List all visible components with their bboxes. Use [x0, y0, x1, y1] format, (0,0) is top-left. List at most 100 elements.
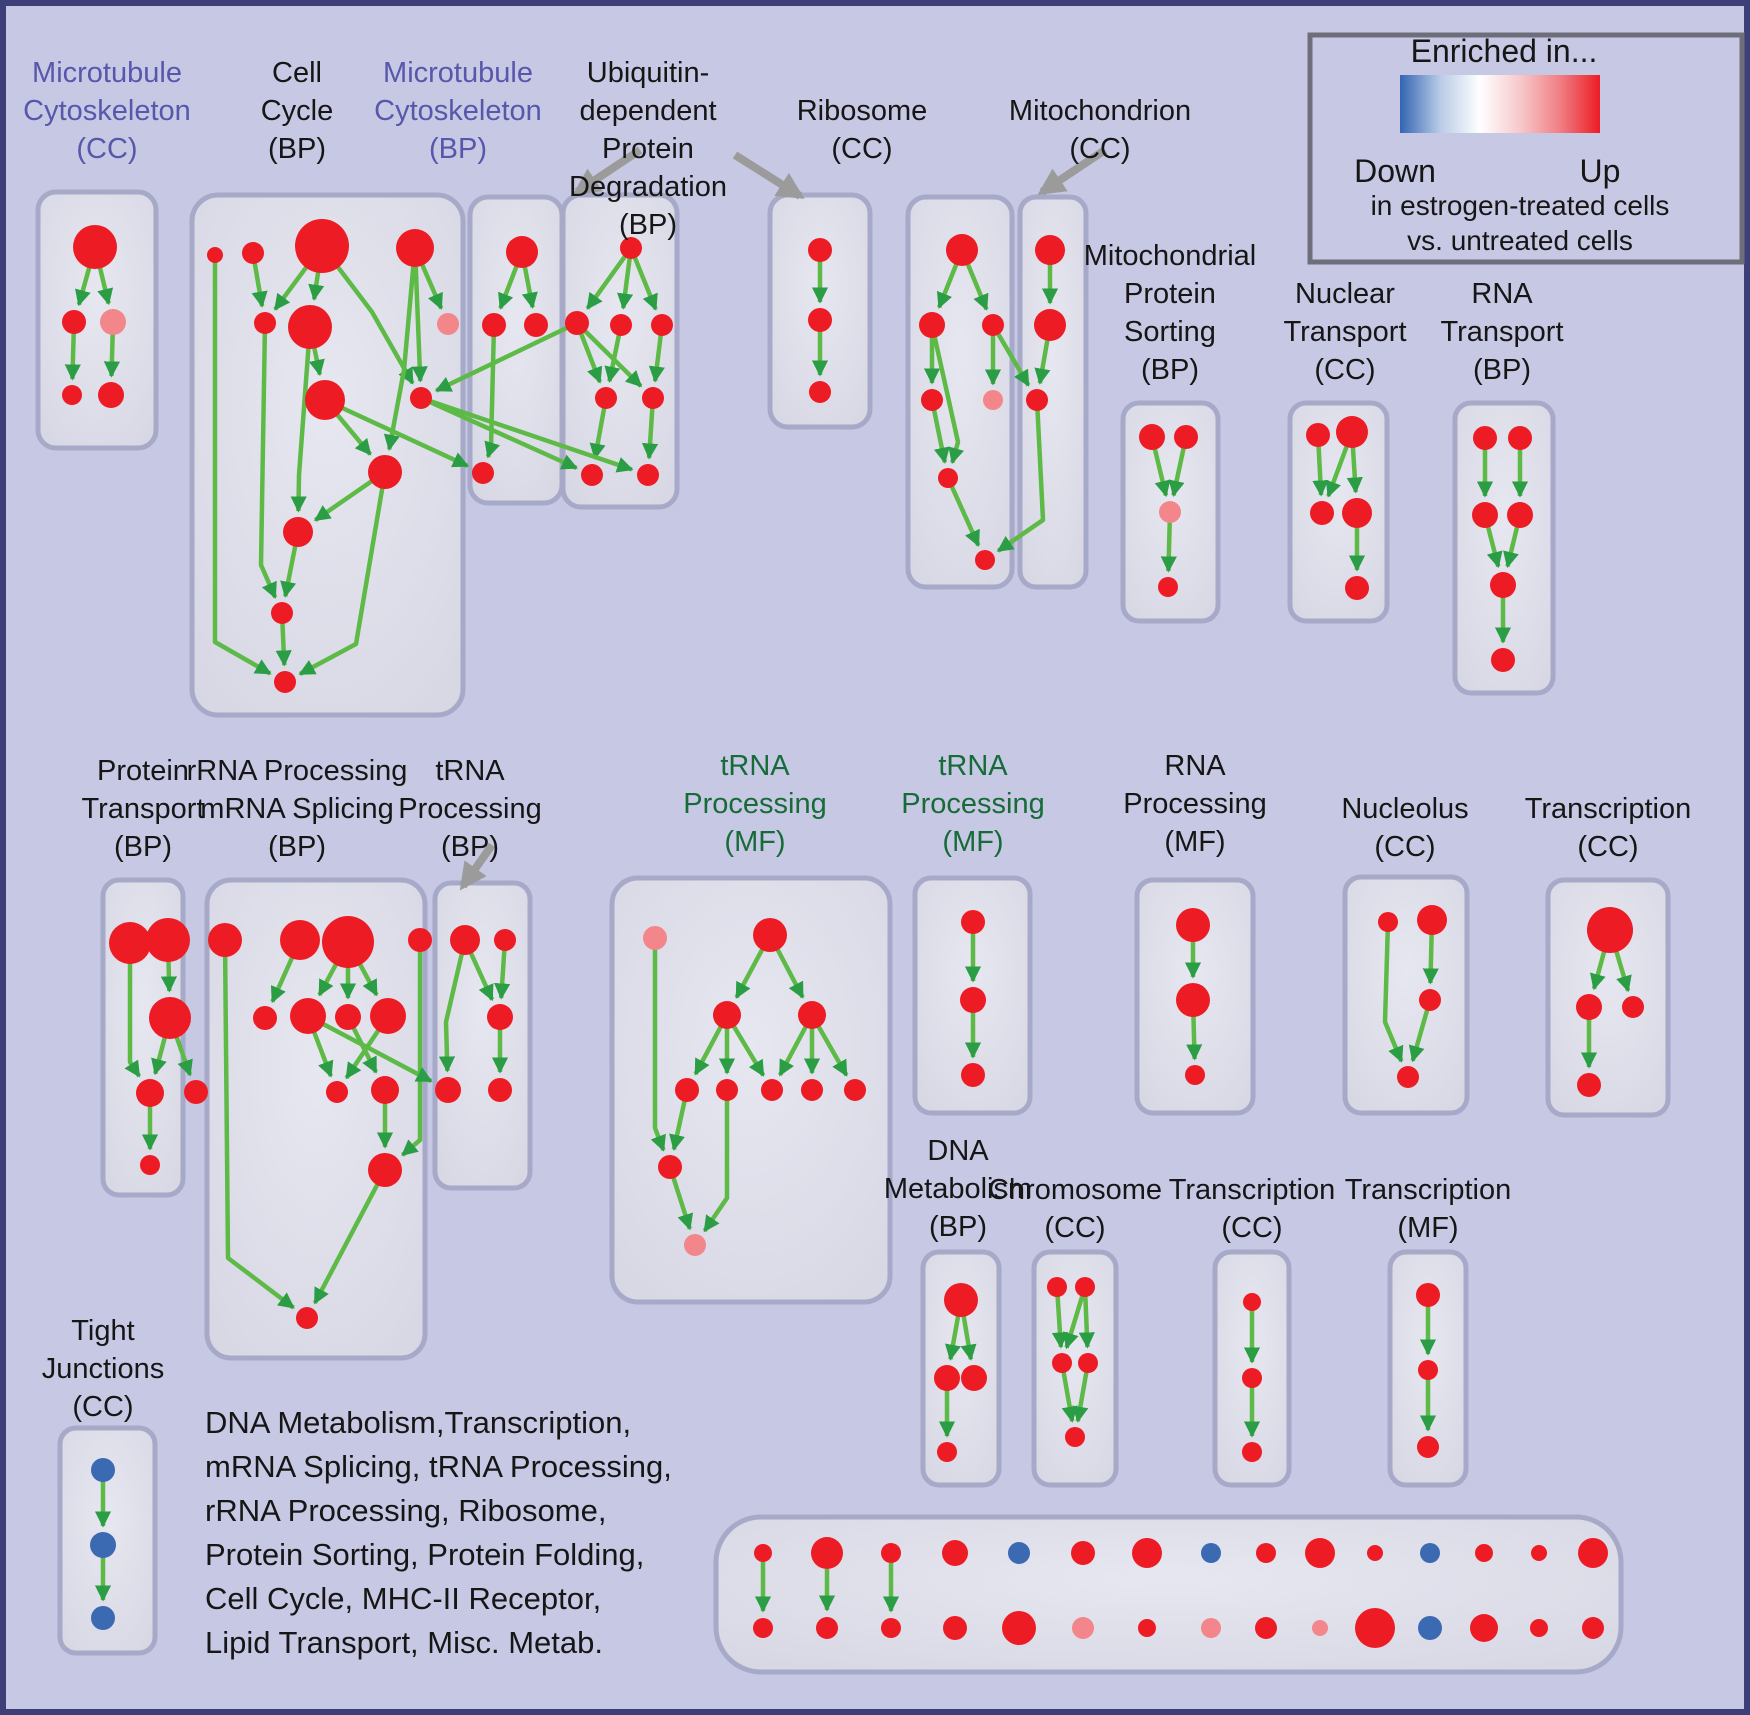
go-term-node-microtubule-cytoskeleton-cc-1 [62, 310, 86, 334]
edge-cell-cycle-bp-4-11 [258, 322, 278, 599]
go-term-node-cell-cycle-bp-0 [207, 247, 223, 263]
cluster-box-cell-cycle-bp [189, 192, 466, 718]
legend-gradient-bar [1400, 75, 1600, 133]
cluster-box-trna-processing-bp [432, 880, 533, 1191]
edge-cell-cycle-bp-2-8 [320, 244, 415, 385]
go-term-node-rrna-processing-mrna-splicing-bp-9 [371, 1076, 399, 1104]
go-term-node-mitochondrion-cc-1 [1034, 309, 1066, 341]
go-term-node-ubiquitin-dependent-protein-degradation-bp-a-7 [637, 464, 659, 486]
go-term-node-transcription-cc-bottom-2 [1242, 1442, 1262, 1462]
misc-node-top-4 [1008, 1542, 1030, 1564]
go-term-node-ubiquitin-dependent-protein-degradation-bp-a-4 [595, 387, 617, 409]
go-term-node-mitochondrial-protein-sorting-bp-3 [1158, 577, 1178, 597]
misc-node-bottom-13 [1530, 1619, 1548, 1637]
misc-node-top-6 [1132, 1538, 1162, 1568]
go-term-node-rna-transport-bp-0 [1473, 426, 1497, 450]
edge-cell-cycle-bp-3-8 [411, 247, 428, 383]
go-term-node-protein-transport-bp-2 [149, 997, 191, 1039]
go-term-node-ubiquitin-dependent-protein-degradation-bp-a-5 [642, 387, 664, 409]
cluster-box-rna-transport-bp [1452, 400, 1556, 696]
edge-trna-processing-mf-large-0-9 [650, 938, 666, 1152]
go-term-node-rrna-processing-mrna-splicing-bp-10 [368, 1153, 402, 1187]
misc-node-bottom-6 [1138, 1619, 1156, 1637]
go-term-node-trna-processing-bp-3 [435, 1077, 461, 1103]
nodes-layer [62, 219, 1644, 1648]
go-term-node-trna-processing-bp-4 [488, 1078, 512, 1102]
go-term-node-rrna-processing-mrna-splicing-bp-4 [253, 1006, 277, 1030]
go-term-node-ribosome-cc-3 [921, 389, 943, 411]
go-term-node-microtubule-cytoskeleton-bp-1 [482, 313, 506, 337]
cross-edge-mitochondrion-cc-to-ribosome-cc-5 [996, 399, 1046, 553]
cross-edge-rrna-processing-mrna-splicing-bp-to-trna-processing-bp-6 [306, 1014, 433, 1084]
go-term-node-cell-cycle-bp-6 [437, 313, 459, 335]
go-term-node-trna-processing-mf-large-7 [801, 1079, 823, 1101]
go-term-node-trna-processing-mf-large-9 [658, 1155, 682, 1179]
go-term-node-rrna-processing-mrna-splicing-bp-11 [296, 1307, 318, 1329]
go-term-node-rna-transport-bp-3 [1507, 502, 1533, 528]
cluster-label-nuclear-transport-cc: Nuclear Transport (CC) [1283, 278, 1406, 386]
cluster-label-microtubule-cytoskeleton-cc: Microtubule Cytoskeleton (CC) [23, 57, 191, 165]
edge-cell-cycle-bp-0-12 [212, 255, 272, 676]
edge-cell-cycle-bp-9-12 [298, 471, 388, 676]
legend-subtitle-1: in estrogen-treated cells [1371, 190, 1670, 221]
go-term-node-tight-junctions-cc-1 [90, 1532, 116, 1558]
edge-chromosome-cc-1-3 [1078, 1286, 1095, 1349]
edge-chromosome-cc-1-2 [1063, 1286, 1088, 1350]
go-term-node-rrna-processing-mrna-splicing-bp-3 [408, 928, 432, 952]
edge-protein-transport-bp-0-3 [124, 943, 142, 1078]
edge-chromosome-cc-0-2 [1051, 1286, 1069, 1349]
go-term-node-mitochondrial-protein-sorting-bp-0 [1139, 424, 1165, 450]
go-term-node-ribosome-cc-1 [919, 312, 945, 338]
go-term-node-ubiquitin-dependent-protein-degradation-bp-b-1 [808, 308, 832, 332]
misc-node-top-0 [754, 1544, 772, 1562]
edge-rrna-processing-mrna-splicing-bp-3-10 [401, 940, 423, 1157]
go-term-node-dna-metabolism-bp-3 [937, 1442, 957, 1462]
go-term-node-trna-processing-mf-large-6 [761, 1079, 783, 1101]
cluster-label-mitochondrion-cc: Mitochondrion (CC) [1009, 95, 1191, 165]
cluster-box-mitochondrion-cc [1017, 194, 1089, 590]
go-term-node-chromosome-cc-4 [1065, 1427, 1085, 1447]
cross-edge-cell-cycle-bp-to-microtubule-cytoskeleton-bp-0 [324, 397, 470, 468]
go-term-node-nuclear-transport-cc-0 [1306, 423, 1330, 447]
go-term-node-cell-cycle-bp-8 [410, 387, 432, 409]
cluster-label-dna-metabolism-bp: DNA Metabolism (BP) [884, 1135, 1032, 1243]
go-term-node-rrna-processing-mrna-splicing-bp-1 [280, 920, 320, 960]
go-term-node-trna-processing-bp-2 [487, 1004, 513, 1030]
annotation-arrow-3 [459, 842, 496, 891]
go-term-node-rrna-processing-mrna-splicing-bp-6 [335, 1004, 361, 1030]
edge-ribosome-cc-1-5 [929, 324, 964, 465]
legend-down-label: Down [1354, 153, 1436, 189]
go-term-node-nucleolus-cc-3 [1397, 1066, 1419, 1088]
go-term-node-transcription-cc-bottom-1 [1242, 1368, 1262, 1388]
go-term-node-ribosome-cc-4 [983, 390, 1003, 410]
cluster-label-protein-transport-bp: Protein Transport (BP) [81, 755, 204, 863]
go-term-node-microtubule-cytoskeleton-bp-3 [472, 462, 494, 484]
cluster-box-chromosome-cc [1031, 1249, 1119, 1488]
go-term-node-protein-transport-bp-4 [184, 1080, 208, 1104]
go-term-node-protein-transport-bp-3 [136, 1079, 164, 1107]
go-term-node-transcription-cc-mid-0 [1587, 907, 1633, 953]
go-term-node-rrna-processing-mrna-splicing-bp-0 [208, 923, 242, 957]
go-term-node-microtubule-cytoskeleton-bp-2 [524, 313, 548, 337]
go-term-node-chromosome-cc-1 [1075, 1277, 1095, 1297]
uncategorized-terms-text: DNA Metabolism,Transcription, mRNA Splici… [205, 1405, 672, 1660]
misc-node-top-11 [1420, 1543, 1440, 1563]
go-term-node-ubiquitin-dependent-protein-degradation-bp-a-0 [620, 237, 642, 259]
go-term-node-ribosome-cc-0 [946, 234, 978, 266]
cluster-label-rna-transport-bp: RNA Transport (BP) [1440, 278, 1563, 386]
misc-node-bottom-12 [1470, 1614, 1498, 1642]
labels-layer: Microtubule Cytoskeleton (CC) Cell Cycle (BP)… [23, 57, 1691, 1660]
go-term-node-transcription-cc-bottom-0 [1243, 1293, 1261, 1311]
go-term-node-protein-transport-bp-1 [146, 918, 190, 962]
go-term-node-trna-processing-mf-large-0 [643, 926, 667, 950]
go-term-node-protein-transport-bp-0 [109, 922, 151, 964]
edge-ribosome-cc-5-6 [945, 477, 981, 547]
go-term-node-trna-processing-mf-large-2 [713, 1001, 741, 1029]
cluster-label-trna-processing-mf-small: tRNA Processing (MF) [901, 750, 1044, 858]
go-term-node-ribosome-cc-5 [938, 468, 958, 488]
misc-node-top-7 [1201, 1543, 1221, 1563]
go-term-node-trna-processing-mf-large-5 [716, 1079, 738, 1101]
go-term-node-transcription-cc-mid-1 [1576, 994, 1602, 1020]
go-term-node-cell-cycle-bp-2 [295, 219, 349, 273]
